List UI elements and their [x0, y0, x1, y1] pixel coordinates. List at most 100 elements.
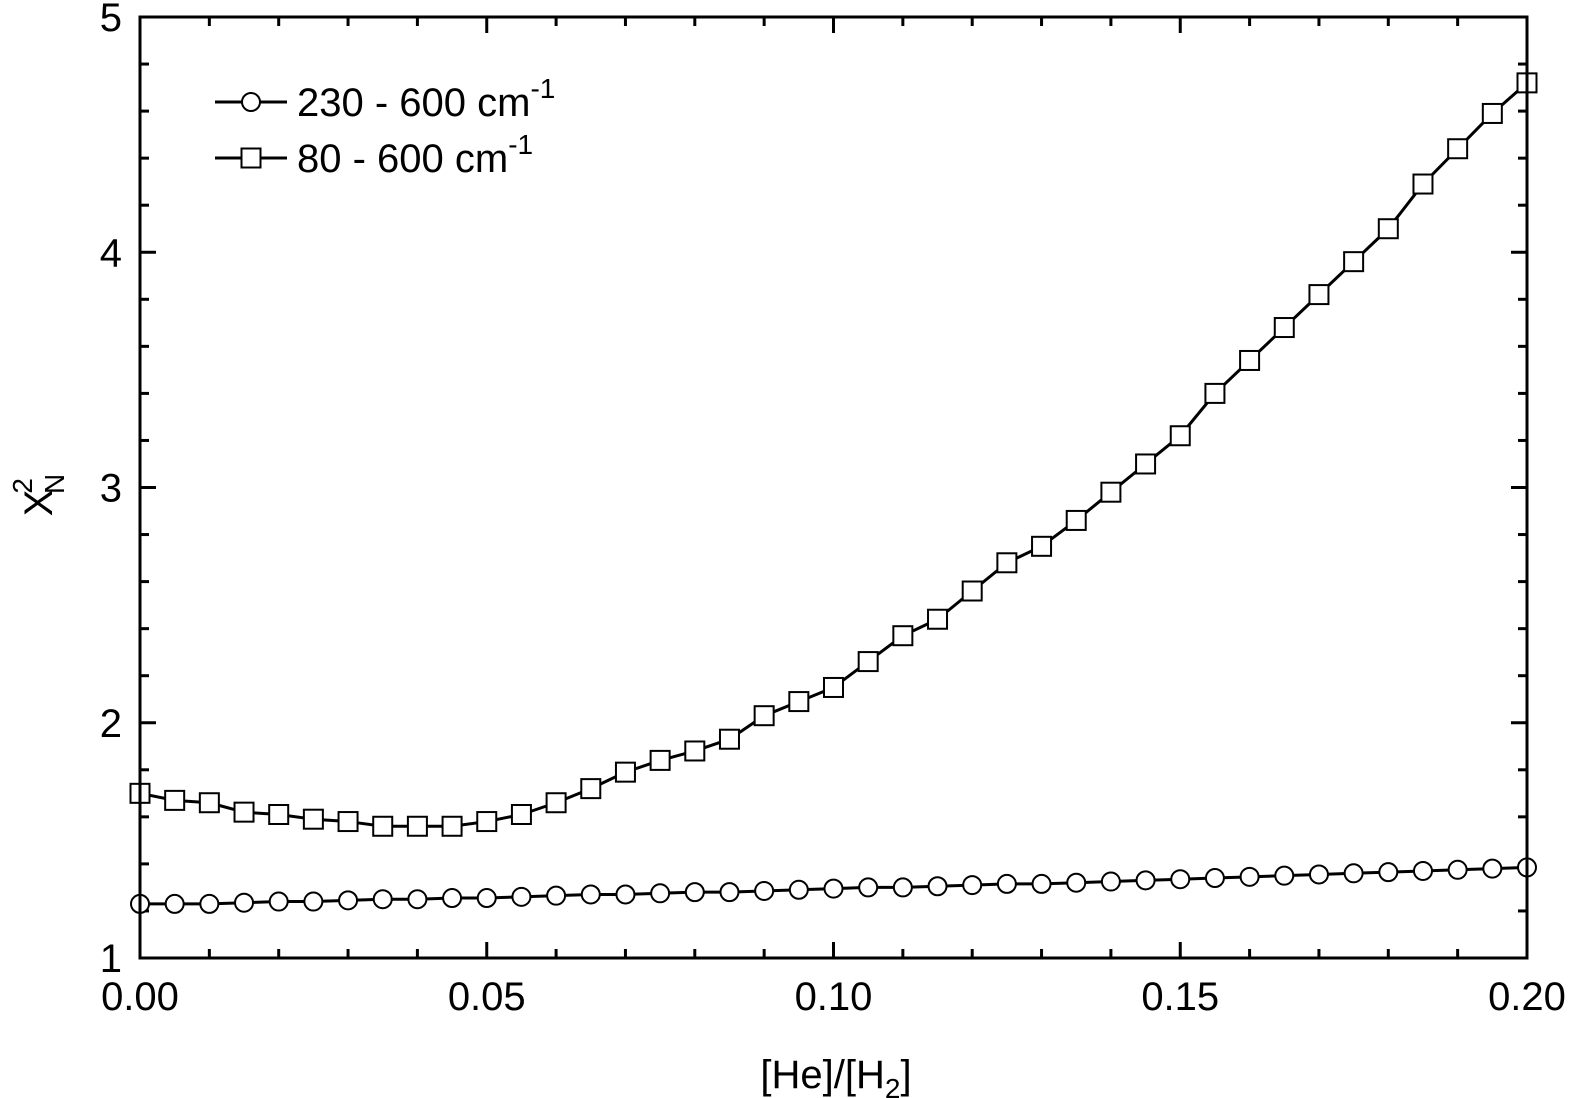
circle-marker: [476, 888, 497, 909]
circle-marker: [1135, 870, 1156, 891]
x-tick-label: 0.15: [1141, 975, 1219, 1019]
square-marker: [1481, 102, 1503, 124]
square-marker: [164, 789, 186, 811]
series-line: [139, 81, 1528, 828]
square-marker: [996, 552, 1018, 574]
square-marker: [198, 792, 220, 814]
square-marker: [892, 625, 914, 647]
y-axis-title: X2N: [7, 474, 70, 517]
square-marker: [649, 749, 671, 771]
circle-marker: [1204, 868, 1225, 889]
square-marker: [1031, 535, 1053, 557]
x-tick-label: 0.00: [101, 975, 179, 1019]
x-axis-title: [He]/[H2]: [760, 1053, 911, 1098]
tick-labels: 0.00 0.05 0.10 0.15 0.20 1 2 3 4 5: [100, 0, 1566, 1019]
y-axis-title-sub: N: [39, 474, 70, 494]
square-marker: [302, 808, 324, 830]
circle-marker: [580, 884, 601, 905]
series-230-600: [130, 857, 1537, 914]
y-tick-label: 5: [100, 0, 122, 40]
square-marker: [753, 705, 775, 727]
x-tick-label: 0.10: [795, 975, 873, 1019]
square-marker: [1377, 218, 1399, 240]
square-marker: [337, 811, 359, 833]
legend-item: 230 - 600 cm-1: [215, 73, 555, 125]
square-marker: [233, 801, 255, 823]
circle-marker: [1239, 866, 1260, 887]
circle-marker: [996, 873, 1017, 894]
square-marker: [1204, 382, 1226, 404]
series-layer: [129, 72, 1538, 914]
square-marker: [441, 815, 463, 837]
square-marker: [1273, 317, 1295, 339]
square-marker: [823, 676, 844, 698]
square-marker: [1169, 425, 1191, 447]
circle-marker: [858, 877, 879, 898]
y-axis-title-sup: 2: [7, 478, 38, 494]
circle-marker: [338, 890, 359, 911]
legend-label-main: 230 - 600 cm: [297, 81, 530, 125]
x-tick-label: 0.05: [448, 975, 526, 1019]
svg-text:X2N: X2N: [7, 474, 70, 517]
circle-marker: [372, 889, 393, 910]
circle-marker: [788, 879, 809, 900]
square-marker: [510, 803, 532, 825]
square-marker: [1308, 284, 1330, 306]
circle-marker: [962, 875, 983, 896]
circle-marker: [650, 883, 671, 904]
y-axis-title-main: X: [17, 490, 61, 517]
square-marker: [545, 792, 567, 814]
circle-marker: [303, 891, 324, 912]
y-tick-label: 1: [100, 937, 122, 981]
series-80-600: [129, 72, 1538, 837]
square-marker: [476, 811, 498, 833]
square-marker: [614, 761, 636, 783]
square-marker: [1343, 251, 1365, 273]
circle-marker: [892, 877, 913, 898]
circle-marker: [754, 880, 775, 901]
legend-label: 80 - 600 cm-1: [297, 129, 533, 181]
square-marker: [1100, 481, 1122, 503]
legend-label: 230 - 600 cm-1: [297, 73, 555, 125]
square-marker: [927, 608, 949, 630]
circle-marker: [268, 891, 289, 912]
x-tick-label: 0.20: [1488, 975, 1566, 1019]
x-axis-title-tail: ]: [900, 1053, 911, 1097]
square-marker: [788, 691, 810, 713]
circle-marker: [1170, 869, 1191, 890]
circle-marker: [1274, 865, 1295, 886]
x-axis-title-sub: 2: [885, 1073, 901, 1098]
square-marker: [580, 778, 602, 800]
square-marker: [718, 728, 740, 750]
square-marker: [1412, 173, 1434, 195]
circle-marker: [684, 882, 705, 903]
circle-marker: [719, 882, 740, 903]
square-marker: [684, 740, 706, 762]
square-marker: [1447, 138, 1469, 160]
plot-frame: [138, 15, 1529, 960]
circle-marker: [1447, 859, 1468, 880]
x-axis-title-main: [He]/[H: [760, 1053, 884, 1097]
circle-marker: [1066, 872, 1087, 893]
legend: 230 - 600 cm-180 - 600 cm-1: [215, 73, 555, 181]
circle-marker: [615, 884, 636, 905]
y-tick-label: 3: [100, 467, 122, 511]
circle-marker: [1100, 871, 1121, 892]
legend-marker: [241, 92, 261, 112]
legend-label-main: 80 - 600 cm: [297, 137, 508, 181]
y-tick-label: 2: [100, 702, 122, 746]
square-marker: [1239, 349, 1261, 371]
legend-label-sup: -1: [530, 73, 555, 104]
square-marker: [268, 803, 290, 825]
legend-item: 80 - 600 cm-1: [215, 129, 533, 181]
circle-marker: [546, 885, 567, 906]
circle-marker: [1308, 864, 1329, 885]
circle-marker: [1412, 860, 1433, 881]
circle-marker: [1482, 858, 1503, 879]
legend-marker: [240, 147, 262, 169]
circle-marker: [1343, 863, 1364, 884]
y-tick-label: 4: [100, 231, 122, 275]
circle-marker: [1378, 862, 1399, 883]
square-marker: [961, 580, 983, 602]
circle-marker: [199, 893, 220, 914]
